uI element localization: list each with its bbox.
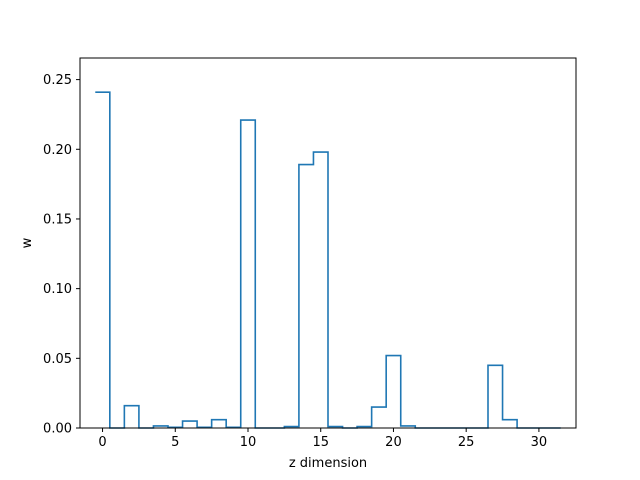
bin-mark-28 — [503, 420, 518, 428]
bin-mark-14 — [299, 165, 314, 428]
plot-frame — [79, 57, 577, 429]
bin-mark-10 — [241, 120, 256, 428]
x-tick-label: 5 — [171, 435, 179, 450]
x-tick-label: 20 — [385, 435, 402, 450]
x-tick-label: 15 — [312, 435, 329, 450]
x-axis: 0 5 10 15 20 25 30 — [98, 428, 547, 450]
y-tick-label: 0.05 — [43, 352, 72, 367]
y-tick-label: 0.15 — [43, 212, 72, 227]
y-tick-label: 0.10 — [43, 282, 72, 297]
y-axis: 0.00 0.05 0.10 0.15 0.20 0.25 — [43, 73, 80, 437]
bin-mark-0 — [95, 92, 110, 428]
x-tick-label: 0 — [98, 435, 106, 450]
bin-mark-20 — [386, 356, 401, 428]
bin-mark-2 — [124, 406, 139, 428]
bin-mark-19 — [372, 407, 387, 428]
bin-mark-6 — [183, 421, 198, 428]
y-tick-label: 0.25 — [43, 73, 72, 88]
y-tick-label: 0.20 — [43, 143, 72, 158]
bin-mark-15 — [313, 152, 328, 428]
y-axis-label: w — [20, 237, 35, 248]
y-tick-label: 0.00 — [43, 422, 72, 437]
bin-mark-27 — [488, 365, 503, 428]
x-tick-label: 10 — [240, 435, 257, 450]
x-axis-label: z dimension — [289, 456, 367, 471]
x-tick-label: 25 — [458, 435, 475, 450]
x-tick-label: 30 — [531, 435, 548, 450]
bin-mark-8 — [212, 420, 227, 428]
